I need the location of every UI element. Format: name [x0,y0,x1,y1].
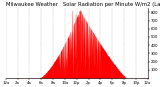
Text: Milwaukee Weather   Solar Radiation per Minute W/m2 (Last 24 Hours): Milwaukee Weather Solar Radiation per Mi… [6,2,160,7]
